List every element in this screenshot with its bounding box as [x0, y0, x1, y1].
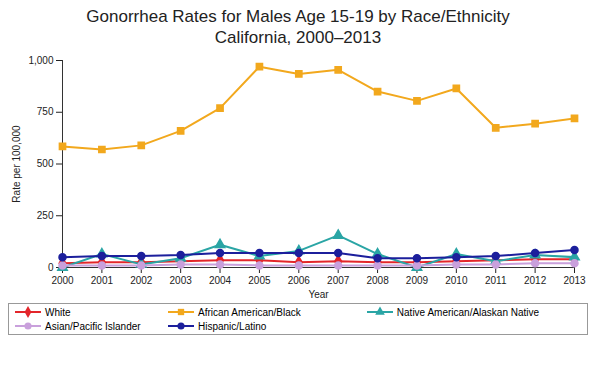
html-text:Hispanic/Latino: Hispanic/Latino	[198, 320, 267, 332]
svg-text:0: 0	[48, 262, 54, 273]
svg-text:2011: 2011	[485, 275, 507, 286]
svg-text:2005: 2005	[248, 275, 271, 286]
svg-text:2010: 2010	[445, 275, 468, 286]
html-text:Asian/Pacific Islander: Asian/Pacific Islander	[45, 320, 141, 332]
svg-text:2006: 2006	[288, 275, 311, 286]
svg-text:1,000: 1,000	[28, 55, 53, 66]
svg-text:2008: 2008	[366, 275, 389, 286]
html-text:California, 2000–2013: California, 2000–2013	[214, 28, 382, 47]
svg-text:2001: 2001	[91, 275, 114, 286]
html-text:White: White	[45, 306, 71, 318]
html-text:Gonorrhea Rates for Males Age: Gonorrhea Rates for Males Age 15-19 by R…	[86, 7, 510, 26]
html-text:African American/Black: African American/Black	[198, 306, 301, 318]
svg-text:2013: 2013	[563, 275, 586, 286]
svg-text:2004: 2004	[209, 275, 232, 286]
svg-text:250: 250	[37, 210, 54, 221]
svg-text:750: 750	[37, 106, 54, 117]
svg-text:Year: Year	[308, 289, 329, 300]
svg-text:500: 500	[37, 158, 54, 169]
svg-text:2012: 2012	[524, 275, 547, 286]
svg-text:2000: 2000	[51, 275, 74, 286]
html-text:Native American/Alaskan Native: Native American/Alaskan Native	[396, 306, 540, 318]
svg-text:2003: 2003	[170, 275, 193, 286]
svg-text:2007: 2007	[327, 275, 350, 286]
svg-text:2002: 2002	[130, 275, 153, 286]
svg-text:2009: 2009	[406, 275, 429, 286]
svg-text:Rate per 100,000: Rate per 100,000	[11, 125, 22, 203]
